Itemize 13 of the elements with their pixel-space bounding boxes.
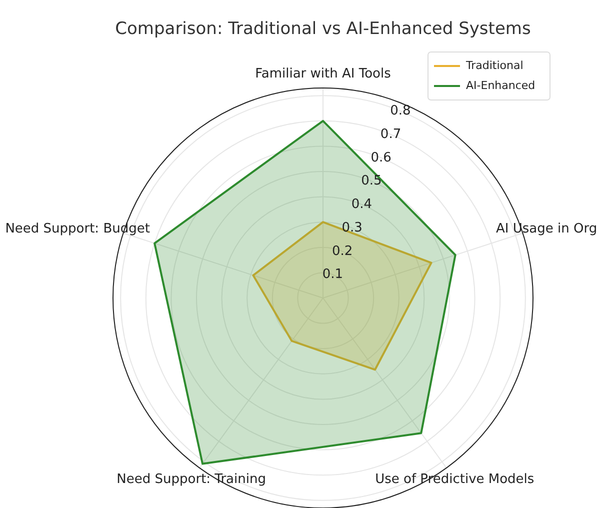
spoke-label: Familiar with AI Tools [255,66,392,82]
legend-label: Traditional [465,59,524,72]
y-tick-label: 0.2 [332,244,353,259]
spoke-label: Need Support: Training [116,472,266,487]
y-tick-label: 0.4 [351,197,372,212]
y-tick-label: 0.3 [342,220,362,236]
y-tick-label: 0.1 [322,267,344,282]
y-tick-label: 0.6 [370,150,392,166]
legend-label: AI-Enhanced [466,79,536,92]
y-tick-label: 0.7 [380,126,402,142]
chart-title: Comparison: Traditional vs AI-Enhanced Systems [115,19,531,39]
y-tick-label: 0.8 [390,104,411,119]
y-tick-label: 0.5 [361,174,382,189]
